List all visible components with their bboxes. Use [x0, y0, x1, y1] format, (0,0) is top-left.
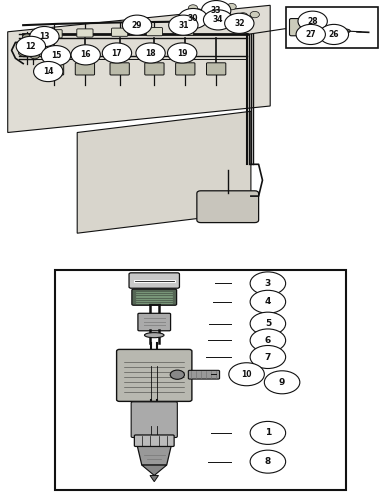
Text: 19: 19: [177, 48, 188, 58]
FancyBboxPatch shape: [176, 63, 195, 75]
Text: 30: 30: [188, 14, 198, 23]
Circle shape: [178, 8, 208, 28]
Text: 15: 15: [51, 51, 61, 60]
Text: 18: 18: [145, 48, 156, 58]
FancyBboxPatch shape: [138, 314, 171, 331]
Circle shape: [250, 346, 286, 368]
Circle shape: [136, 43, 165, 63]
FancyBboxPatch shape: [110, 63, 129, 75]
Polygon shape: [137, 446, 171, 465]
Text: 13: 13: [39, 32, 50, 41]
Text: 1: 1: [265, 428, 271, 438]
FancyBboxPatch shape: [177, 27, 193, 35]
Text: 10: 10: [241, 370, 252, 379]
Circle shape: [102, 43, 132, 63]
Text: 31: 31: [178, 20, 189, 30]
FancyBboxPatch shape: [131, 402, 177, 438]
FancyBboxPatch shape: [134, 435, 174, 446]
FancyBboxPatch shape: [112, 28, 128, 36]
Circle shape: [250, 290, 286, 314]
Text: 6: 6: [265, 336, 271, 345]
Circle shape: [22, 34, 32, 40]
Circle shape: [30, 26, 59, 46]
Circle shape: [168, 43, 197, 63]
Text: 17: 17: [112, 48, 122, 58]
Text: 33: 33: [211, 6, 222, 15]
Circle shape: [225, 13, 254, 34]
FancyBboxPatch shape: [75, 63, 95, 75]
Circle shape: [170, 370, 185, 380]
Polygon shape: [77, 112, 251, 233]
Circle shape: [250, 422, 286, 444]
Circle shape: [239, 12, 248, 19]
Polygon shape: [142, 465, 167, 475]
Text: 7: 7: [265, 352, 271, 362]
Circle shape: [169, 15, 198, 35]
Ellipse shape: [341, 29, 350, 33]
Text: 26: 26: [328, 30, 339, 39]
Text: 27: 27: [305, 30, 316, 39]
Circle shape: [250, 329, 286, 352]
FancyBboxPatch shape: [146, 28, 163, 36]
Bar: [55, 270, 346, 490]
FancyBboxPatch shape: [46, 30, 62, 38]
Circle shape: [71, 45, 100, 65]
Circle shape: [34, 62, 63, 82]
Circle shape: [227, 4, 236, 10]
Text: 29: 29: [132, 20, 142, 30]
FancyBboxPatch shape: [44, 63, 64, 75]
Circle shape: [30, 52, 39, 59]
Polygon shape: [8, 6, 270, 132]
Circle shape: [19, 50, 28, 56]
Ellipse shape: [144, 332, 164, 338]
Circle shape: [264, 371, 300, 394]
FancyBboxPatch shape: [117, 350, 192, 402]
Circle shape: [203, 10, 233, 30]
Text: 9: 9: [279, 378, 285, 387]
Polygon shape: [150, 476, 159, 482]
FancyBboxPatch shape: [207, 63, 226, 75]
FancyBboxPatch shape: [132, 289, 177, 305]
FancyBboxPatch shape: [290, 18, 322, 36]
Text: 16: 16: [80, 50, 91, 59]
Text: 8: 8: [265, 457, 271, 466]
Text: 3: 3: [265, 279, 271, 288]
Text: 32: 32: [234, 19, 245, 28]
FancyBboxPatch shape: [188, 370, 220, 379]
Text: 28: 28: [307, 16, 318, 26]
FancyBboxPatch shape: [77, 29, 93, 37]
Text: 4: 4: [265, 298, 271, 306]
Text: 5: 5: [265, 319, 271, 328]
Circle shape: [296, 24, 325, 44]
Circle shape: [250, 450, 286, 473]
Circle shape: [319, 24, 349, 44]
Circle shape: [298, 11, 327, 32]
Circle shape: [41, 46, 71, 66]
Circle shape: [229, 362, 264, 386]
Circle shape: [122, 15, 152, 35]
FancyBboxPatch shape: [197, 191, 259, 222]
Text: 12: 12: [25, 42, 36, 51]
Circle shape: [201, 0, 231, 20]
Circle shape: [188, 5, 198, 11]
Circle shape: [22, 42, 32, 48]
Circle shape: [250, 272, 286, 295]
FancyBboxPatch shape: [129, 273, 179, 288]
Text: 14: 14: [43, 67, 54, 76]
Circle shape: [215, 5, 225, 11]
Circle shape: [250, 12, 259, 18]
FancyBboxPatch shape: [145, 63, 164, 75]
Circle shape: [16, 36, 46, 56]
Bar: [286, 6, 378, 48]
Text: 34: 34: [213, 16, 223, 24]
Circle shape: [250, 312, 286, 335]
